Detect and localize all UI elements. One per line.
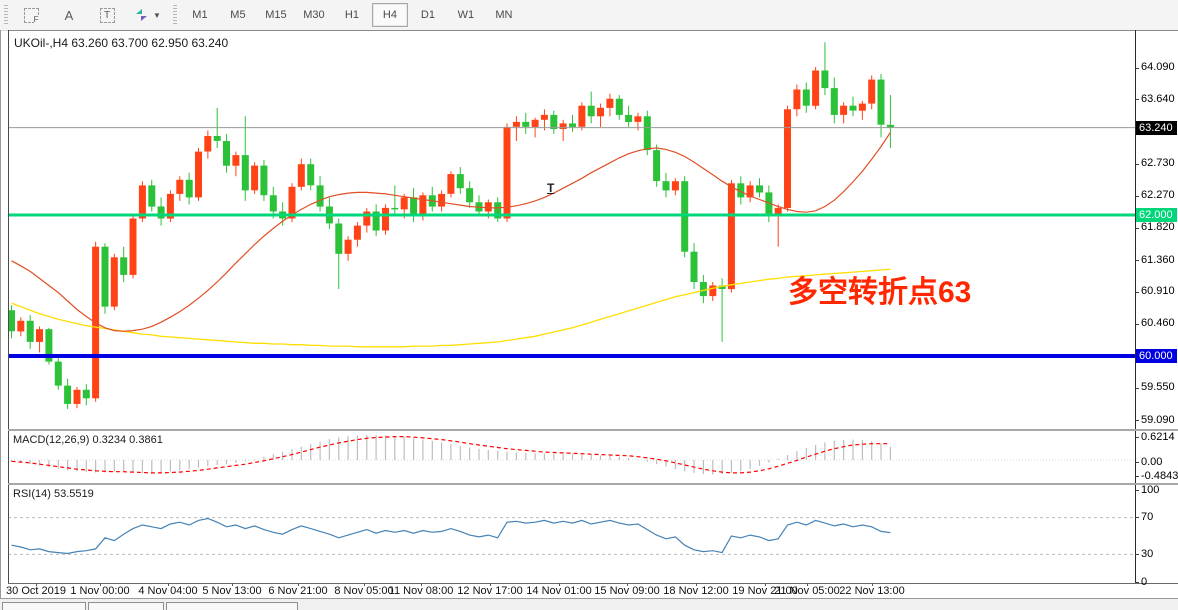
rsi-tick: 70 [1141,511,1154,523]
price-tick: 61.820 [1141,221,1175,233]
cycle-lines-button[interactable]: ▼ [127,3,168,27]
t-text-object[interactable]: T [547,181,555,195]
time-label: 21 Nov 05:00 [774,585,840,597]
timeframe-M30[interactable]: M30 [303,9,325,21]
pane-border-top [8,30,1178,31]
price-tick: 63.640 [1141,93,1175,105]
chevron-down-icon: ▼ [153,10,161,20]
price-badge-63.240: 63.240 [1136,121,1177,135]
price-tick: 61.360 [1141,254,1175,266]
macd-tick: 0.00 [1141,456,1163,468]
letter-a-icon: A [64,7,74,23]
chart-text-annotation[interactable]: 多空转折点63 [788,276,972,309]
price-badge-62.000: 62.000 [1136,208,1177,222]
rsi-pane-separator[interactable] [8,483,1178,485]
rsi-label: RSI(14) 53.5519 [13,488,94,500]
rsi-tick: 30 [1141,548,1154,560]
status-cell [2,602,86,610]
rsi-tick: 0 [1141,576,1148,588]
time-label: 15 Nov 09:00 [594,585,660,597]
timeframe-M1[interactable]: M1 [192,9,208,21]
ma-slow-line [11,268,891,348]
time-label: 22 Nov 13:00 [839,585,905,597]
macd-pane-separator[interactable] [8,429,1178,431]
time-axis-separator [8,583,1178,584]
rsi-line [11,517,891,555]
price-tick: 62.730 [1141,157,1175,169]
time-label: 6 Nov 21:00 [268,585,328,597]
rsi-tick: 100 [1141,484,1160,496]
timeframe-group: M1 M5 M15 M30 H1 H4 D1 W1 MN [181,3,523,27]
timeframe-M5[interactable]: M5 [230,9,246,21]
time-label: 30 Oct 2019 [6,585,66,597]
cycle-arrows-icon [134,7,150,23]
letter-t-icon: T [99,7,115,23]
price-tick: 59.550 [1141,381,1175,393]
text-box-button[interactable]: T [89,3,125,27]
price-badge-60.000: 60.000 [1136,349,1177,363]
timeframe-MN[interactable]: MN [495,9,513,21]
dotted-frame-icon: F [23,7,39,24]
time-label: 19 Nov 21:00 [732,585,798,597]
time-label: 1 Nov 00:00 [70,585,130,597]
status-bar [0,598,1178,610]
status-cell [166,602,298,610]
timeframe-D1[interactable]: D1 [420,9,435,21]
time-label: 4 Nov 04:00 [138,585,198,597]
price-tick: 60.460 [1141,317,1175,329]
macd-signal-line [11,435,891,474]
chart-border-left [8,30,9,583]
time-label: 14 Nov 01:00 [526,585,592,597]
price-axis-separator [1135,30,1136,583]
toolbar: F A T ▼ M1 M5 M15 M30 H1 H4 D1 W1 MN [0,0,1178,31]
time-label: 18 Nov 12:00 [663,585,729,597]
timeframe-H1[interactable]: H1 [344,9,359,21]
time-label: 12 Nov 17:00 [457,585,523,597]
timeframe-H4[interactable]: H4 [371,3,408,27]
time-label: 11 Nov 08:00 [388,585,454,597]
price-tick: 60.910 [1141,285,1175,297]
macd-tick: 0.6214 [1141,431,1175,443]
time-label: 5 Nov 13:00 [202,585,262,597]
toolbar-grip-2[interactable] [172,5,177,25]
chart-title: UKOil-,H4 63.260 63.700 62.950 63.240 [14,36,229,50]
main-chart-canvas[interactable] [8,30,1135,431]
price-tick: 64.090 [1141,61,1175,73]
chart-properties-button[interactable]: F [13,3,49,27]
timeframe-W1[interactable]: W1 [457,9,475,21]
time-label: 8 Nov 05:00 [334,585,394,597]
rsi-canvas[interactable] [8,485,1135,583]
timeframe-M15[interactable]: M15 [265,9,287,21]
status-cell [88,602,164,610]
window-border-left [0,30,1,610]
price-tick: 62.270 [1141,189,1175,201]
macd-tick: -0.4843 [1141,470,1178,482]
price-tick: 59.090 [1141,414,1175,426]
macd-label: MACD(12,26,9) 0.3234 0.3861 [13,434,163,446]
text-label-button[interactable]: A [51,3,87,27]
ma-fast-line [11,132,891,332]
macd-canvas[interactable] [8,431,1135,484]
toolbar-grip[interactable] [4,5,8,25]
